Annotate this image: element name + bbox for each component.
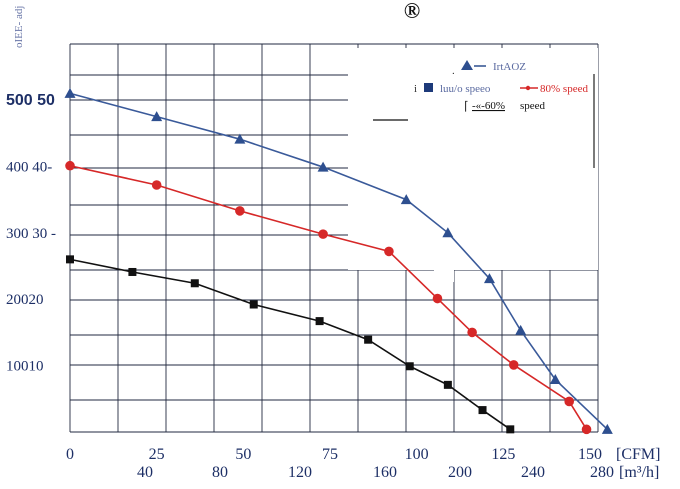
legend-triangle-marker [461,60,473,70]
series-1-point-3 [318,229,328,239]
legend-background [348,48,598,270]
series-line-2 [69,258,511,431]
legend-label-full-speed-2: luu/o speeo [440,83,491,95]
series-2-point-3 [249,300,258,309]
series-0-point-4 [400,194,412,205]
legend-square-marker [424,83,433,92]
y-axis-tick-labels: 500 50 400 40- 300 30 - 20020 10010 [6,92,56,375]
registered-mark: ® [404,0,420,23]
x-tick-cfm-4: 100 [405,446,429,463]
series-2-point-8 [478,406,487,415]
x-tick-cfm-1: 25 [149,446,165,463]
x-tick-m3h-2: 120 [288,464,312,481]
x-tick-cfm-3: 75 [322,446,338,463]
series-1-point-5 [432,293,443,304]
series-1-point-0 [65,160,75,171]
x-tick-m3h-3: 160 [373,464,397,481]
x-tick-m3h-last: 280 [590,464,614,481]
series-2-point-2 [190,279,199,288]
x-tick-m3h-5: 240 [521,464,545,481]
legend-label-60-speed-suffix: speed [520,100,546,112]
series-0-point-6 [483,273,495,284]
x-tick-m3h-4: 200 [448,464,472,481]
series-1-point-7 [508,360,519,370]
legend-label-60-speed: -«-60% [472,100,505,112]
series-0-point-0 [64,87,76,98]
series-2-point-1 [128,267,137,276]
series-2-point-6 [405,362,414,371]
series-1-point-9 [581,424,592,435]
legend-red-marker [525,85,531,91]
x-axis-unit-labels: [CFM] [m³/h] [616,446,660,481]
y-tick-label-3: 20020 [6,292,44,308]
series-0-point-7 [515,324,527,335]
legend-line2-prefix: i [414,83,417,95]
legend-label-80-speed: 80% speed [540,83,588,95]
header: ® oIEE- adj [13,0,420,48]
series-line-0 [69,92,608,430]
series-1-point-1 [151,180,162,190]
series-1-point-2 [235,206,245,216]
series-0-point-3 [317,161,329,172]
y-tick-label-0: 500 50 [6,92,55,109]
series-2-point-7 [443,380,452,389]
x-axis-label-m3h: [m³/h] [619,464,659,481]
x-tick-cfm-5: 125 [491,446,515,463]
series-1-point-6 [467,327,477,338]
legend-label-full-speed: IrtAOZ [493,61,526,73]
y-tick-label-1: 400 40- [6,159,52,175]
legend-dot: . [452,65,455,77]
series-2-point-4 [315,317,324,326]
series-1-point-8 [564,396,574,407]
x-tick-m3h-0: 40 [137,464,153,481]
y-tick-label-4: 10010 [6,359,44,375]
x-tick-cfm-6: 150 [578,446,602,463]
legend-bracket: ⌈ [464,99,469,113]
series-0-point-1 [151,111,163,122]
y-tick-label-2: 300 30 - [6,226,56,242]
x-tick-m3h-1: 80 [212,464,228,481]
series-0-point-5 [442,227,454,238]
series-2-point-0 [66,255,74,264]
series-line-1 [69,164,588,430]
series-0-point-8 [549,374,561,385]
series-0-point-2 [234,133,246,144]
series-1-point-4 [384,246,394,257]
x-tick-cfm-2: 50 [235,446,251,463]
series-layer [64,87,613,435]
legend-gap [434,250,454,282]
series-2-point-9 [506,425,515,434]
x-axis-tick-labels: 0 25 50 75 100 125 150 40 80 120 160 200 240 280 [66,446,614,481]
x-tick-cfm-0: 0 [66,446,74,463]
legend-mask [348,48,598,282]
x-axis-label-cfm: [CFM] [616,446,660,463]
series-0-point-9 [601,423,613,434]
legend: . IrtAOZ i luu/o speeo 80% speed ⌈ -«-60… [373,60,595,168]
y-axis-title: oIEE- adj [13,6,25,48]
series-2-point-5 [364,335,373,344]
